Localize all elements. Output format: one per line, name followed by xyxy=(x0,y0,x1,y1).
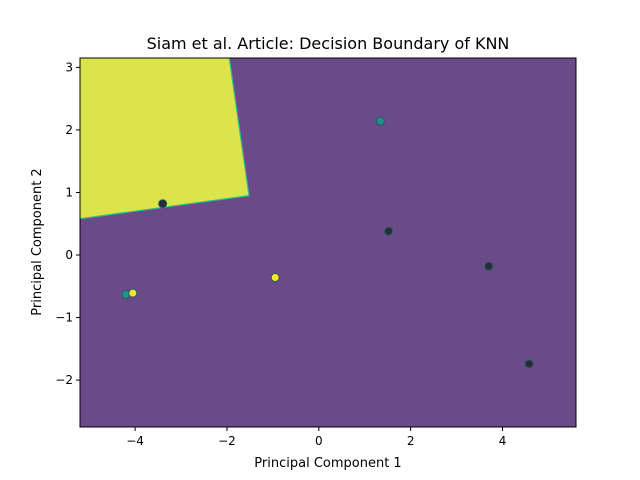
x-axis-label: Principal Component 1 xyxy=(254,456,401,471)
y-tick-label: −1 xyxy=(55,311,73,325)
x-tick-label: 2 xyxy=(407,434,415,448)
data-point-yellow xyxy=(270,273,280,283)
y-tick-label: 1 xyxy=(65,185,73,199)
data-point-dark xyxy=(158,199,168,209)
y-tick-label: −2 xyxy=(55,373,73,387)
x-tick-label: −4 xyxy=(126,434,144,448)
y-tick-label: 2 xyxy=(65,123,73,137)
y-tick-label: 0 xyxy=(65,248,73,262)
data-point-dark xyxy=(524,359,534,369)
x-tick-label: 4 xyxy=(499,434,507,448)
x-tick-label: 0 xyxy=(315,434,323,448)
y-axis-label: Principal Component 2 xyxy=(30,168,45,315)
data-point-dark xyxy=(484,261,494,271)
data-point-dark xyxy=(384,226,394,236)
x-tick-label: −2 xyxy=(218,434,236,448)
decision-region-minority xyxy=(80,58,249,219)
data-point-yellow xyxy=(128,288,138,298)
plot-area: −4 −2 0 2 4 −2 −1 0 1 2 3 xyxy=(55,57,577,448)
chart-title: Siam et al. Article: Decision Boundary o… xyxy=(147,34,510,53)
y-tick-label: 3 xyxy=(65,60,73,74)
data-point-teal xyxy=(375,116,385,126)
axes-frame xyxy=(79,57,577,428)
decision-boundary-line xyxy=(228,57,250,196)
